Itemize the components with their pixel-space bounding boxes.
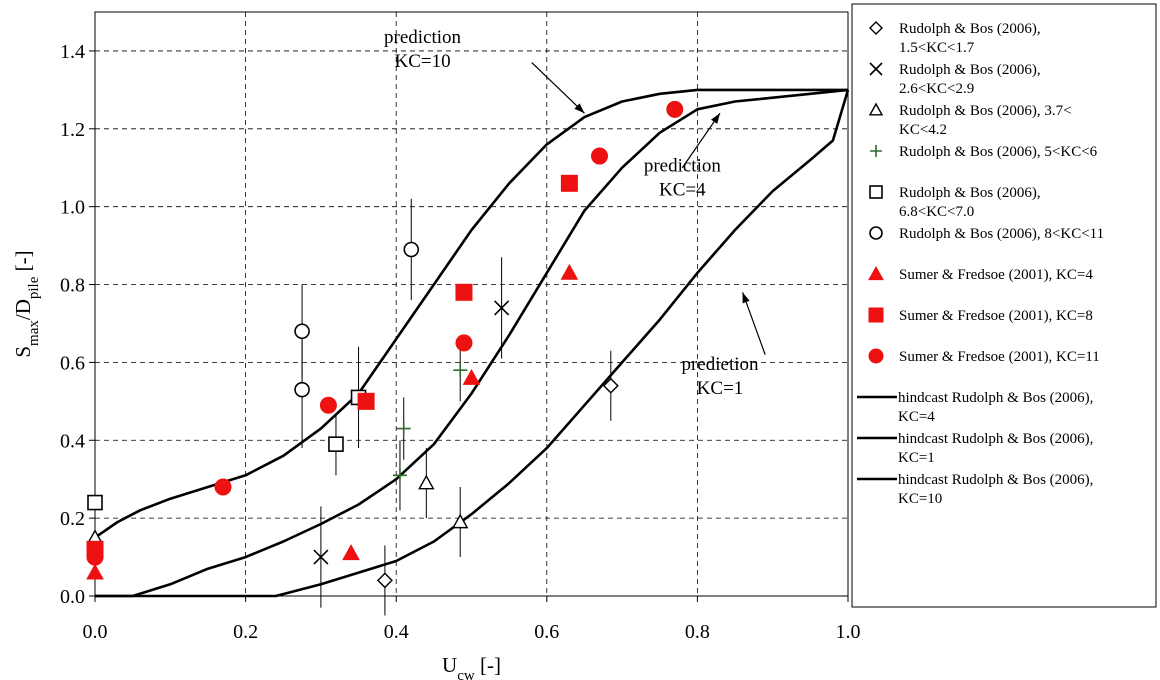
data-point-circle [294, 323, 310, 340]
annotation-label: predietion [681, 354, 759, 375]
annotation-label: KC=4 [659, 180, 706, 201]
legend-label: Rudolph & Bos (2006), 5<KC<6 [899, 144, 1098, 160]
annotation-label: KC=1 [697, 378, 744, 399]
legend-marker-circle [869, 226, 883, 240]
legend-label: hindcast Rudolph & Bos (2006), [898, 431, 1093, 447]
data-point-square [87, 494, 103, 511]
data-point-square [328, 436, 344, 452]
legend-label: Rudolph & Bos (2006), [899, 185, 1041, 201]
legend-label: Rudolph & Bos (2006), 3.7< [899, 103, 1072, 119]
x-axis: 0.0 0.2 0.4 0.6 0.8 1.0 Ucw [-] [83, 596, 861, 680]
curve-line [94, 88, 848, 539]
annotation-arrow [681, 112, 721, 169]
plot-area [94, 11, 849, 597]
x-tick-label: 0.8 [685, 621, 710, 643]
legend-label: 1.5<KC<1.7 [899, 40, 975, 56]
annotation-arrow [742, 292, 766, 355]
legend-marker-plus [870, 145, 882, 157]
data-point-plus [396, 421, 411, 436]
legend-marker-circle-filled [868, 348, 884, 364]
y-tick-label: 0.0 [60, 586, 85, 608]
arrow-head [711, 113, 720, 124]
data-point-diamond [602, 377, 619, 394]
y-tick-label: 0.2 [60, 508, 85, 530]
legend-marker-square-filled [868, 307, 884, 323]
x-axis-title: Ucw [-] [442, 653, 501, 680]
legend-marker-triangle [868, 102, 884, 116]
arrow-head [742, 292, 750, 304]
data-point-circle-filled [666, 100, 684, 118]
x-tick-label: 0.4 [384, 621, 409, 643]
legend-marker-x [869, 62, 883, 76]
arrow-head [574, 103, 585, 114]
annotation-label: KC=10 [395, 51, 451, 72]
data-point-triangle-filled [560, 263, 579, 280]
data-point-circle [294, 381, 310, 398]
y-tick-label: 0.4 [60, 430, 85, 452]
data-point-circle-filled [319, 396, 337, 414]
legend-label: Sumer & Fredsoe (2001), KC=8 [899, 308, 1093, 324]
data-point-triangle-filled [342, 544, 360, 561]
data-point-square-filled [357, 392, 375, 410]
legend-box [851, 3, 1157, 608]
legend-label: 6.8<KC<7.0 [899, 204, 974, 220]
x-tick-label: 0.0 [83, 621, 108, 643]
legend-label: hindcast Rudolph & Bos (2006), [898, 390, 1093, 406]
data-point-circle [403, 241, 420, 258]
curve-line [95, 88, 849, 598]
grid [95, 12, 848, 596]
y-tick-label: 0.6 [60, 352, 85, 374]
y-tick-label: 1.2 [60, 119, 85, 141]
legend-label: Sumer & Fredsoe (2001), KC=4 [899, 267, 1093, 283]
markers [86, 100, 684, 589]
annotations: prediction KC=10 prediction KC=4 predietion K… [384, 27, 766, 399]
legend-label: KC=1 [898, 450, 935, 466]
x-tick-label: 0.6 [534, 621, 559, 643]
data-point-triangle-filled [86, 563, 104, 580]
legend-label: Rudolph & Bos (2006), [899, 62, 1041, 78]
legend-label: KC<4.2 [899, 122, 947, 138]
legend-label: Rudolph & Bos (2006), 8<KC<11 [899, 226, 1104, 242]
y-axis-title: Smax/Dpile [-] [11, 250, 42, 357]
legend-label: KC=10 [898, 491, 942, 507]
data-point-triangle [452, 513, 469, 529]
y-axis: 0.0 0.2 0.4 0.6 0.8 1.0 1.2 1.4 Smax/Dpile [-] [11, 41, 95, 608]
legend-label: 2.6<KC<2.9 [899, 81, 974, 97]
data-point-triangle-filled [462, 368, 481, 385]
legend: Rudolph & Bos (2006), 1.5<KC<1.7 Rudolph &… [851, 3, 1157, 608]
data-point-circle-filled [591, 147, 609, 165]
annotation-label: prediction [644, 156, 722, 177]
y-tick-label: 1.4 [60, 41, 85, 63]
data-point-circle-filled [86, 548, 104, 566]
data-point-square-filled [455, 283, 473, 301]
annotation-label: prediction [384, 27, 462, 48]
legend-label: Rudolph & Bos (2006), [899, 21, 1041, 37]
x-tick-label: 1.0 [836, 621, 861, 643]
data-point-diamond [376, 572, 393, 589]
legend-marker-diamond [869, 21, 883, 35]
annotation-arrow [531, 62, 585, 114]
data-point-plus [392, 468, 407, 483]
data-point-triangle [418, 474, 435, 490]
data-point-x [313, 549, 329, 565]
legend-label: Sumer & Fredsoe (2001), KC=11 [899, 349, 1100, 365]
legend-label: hindcast Rudolph & Bos (2006), [898, 472, 1093, 488]
legend-label: KC=4 [898, 409, 935, 425]
data-point-square-filled [560, 174, 578, 192]
y-tick-label: 0.8 [60, 275, 85, 297]
legend-marker-square [869, 185, 883, 199]
data-point-circle-filled [214, 478, 232, 496]
data-point-plus [453, 363, 468, 378]
plot-frame [94, 11, 849, 597]
legend-marker-triangle-filled [868, 265, 884, 281]
data-point-circle-filled [455, 334, 473, 352]
y-tick-label: 1.0 [60, 197, 85, 219]
x-tick-label: 0.2 [233, 621, 258, 643]
data-point-x [494, 300, 510, 316]
